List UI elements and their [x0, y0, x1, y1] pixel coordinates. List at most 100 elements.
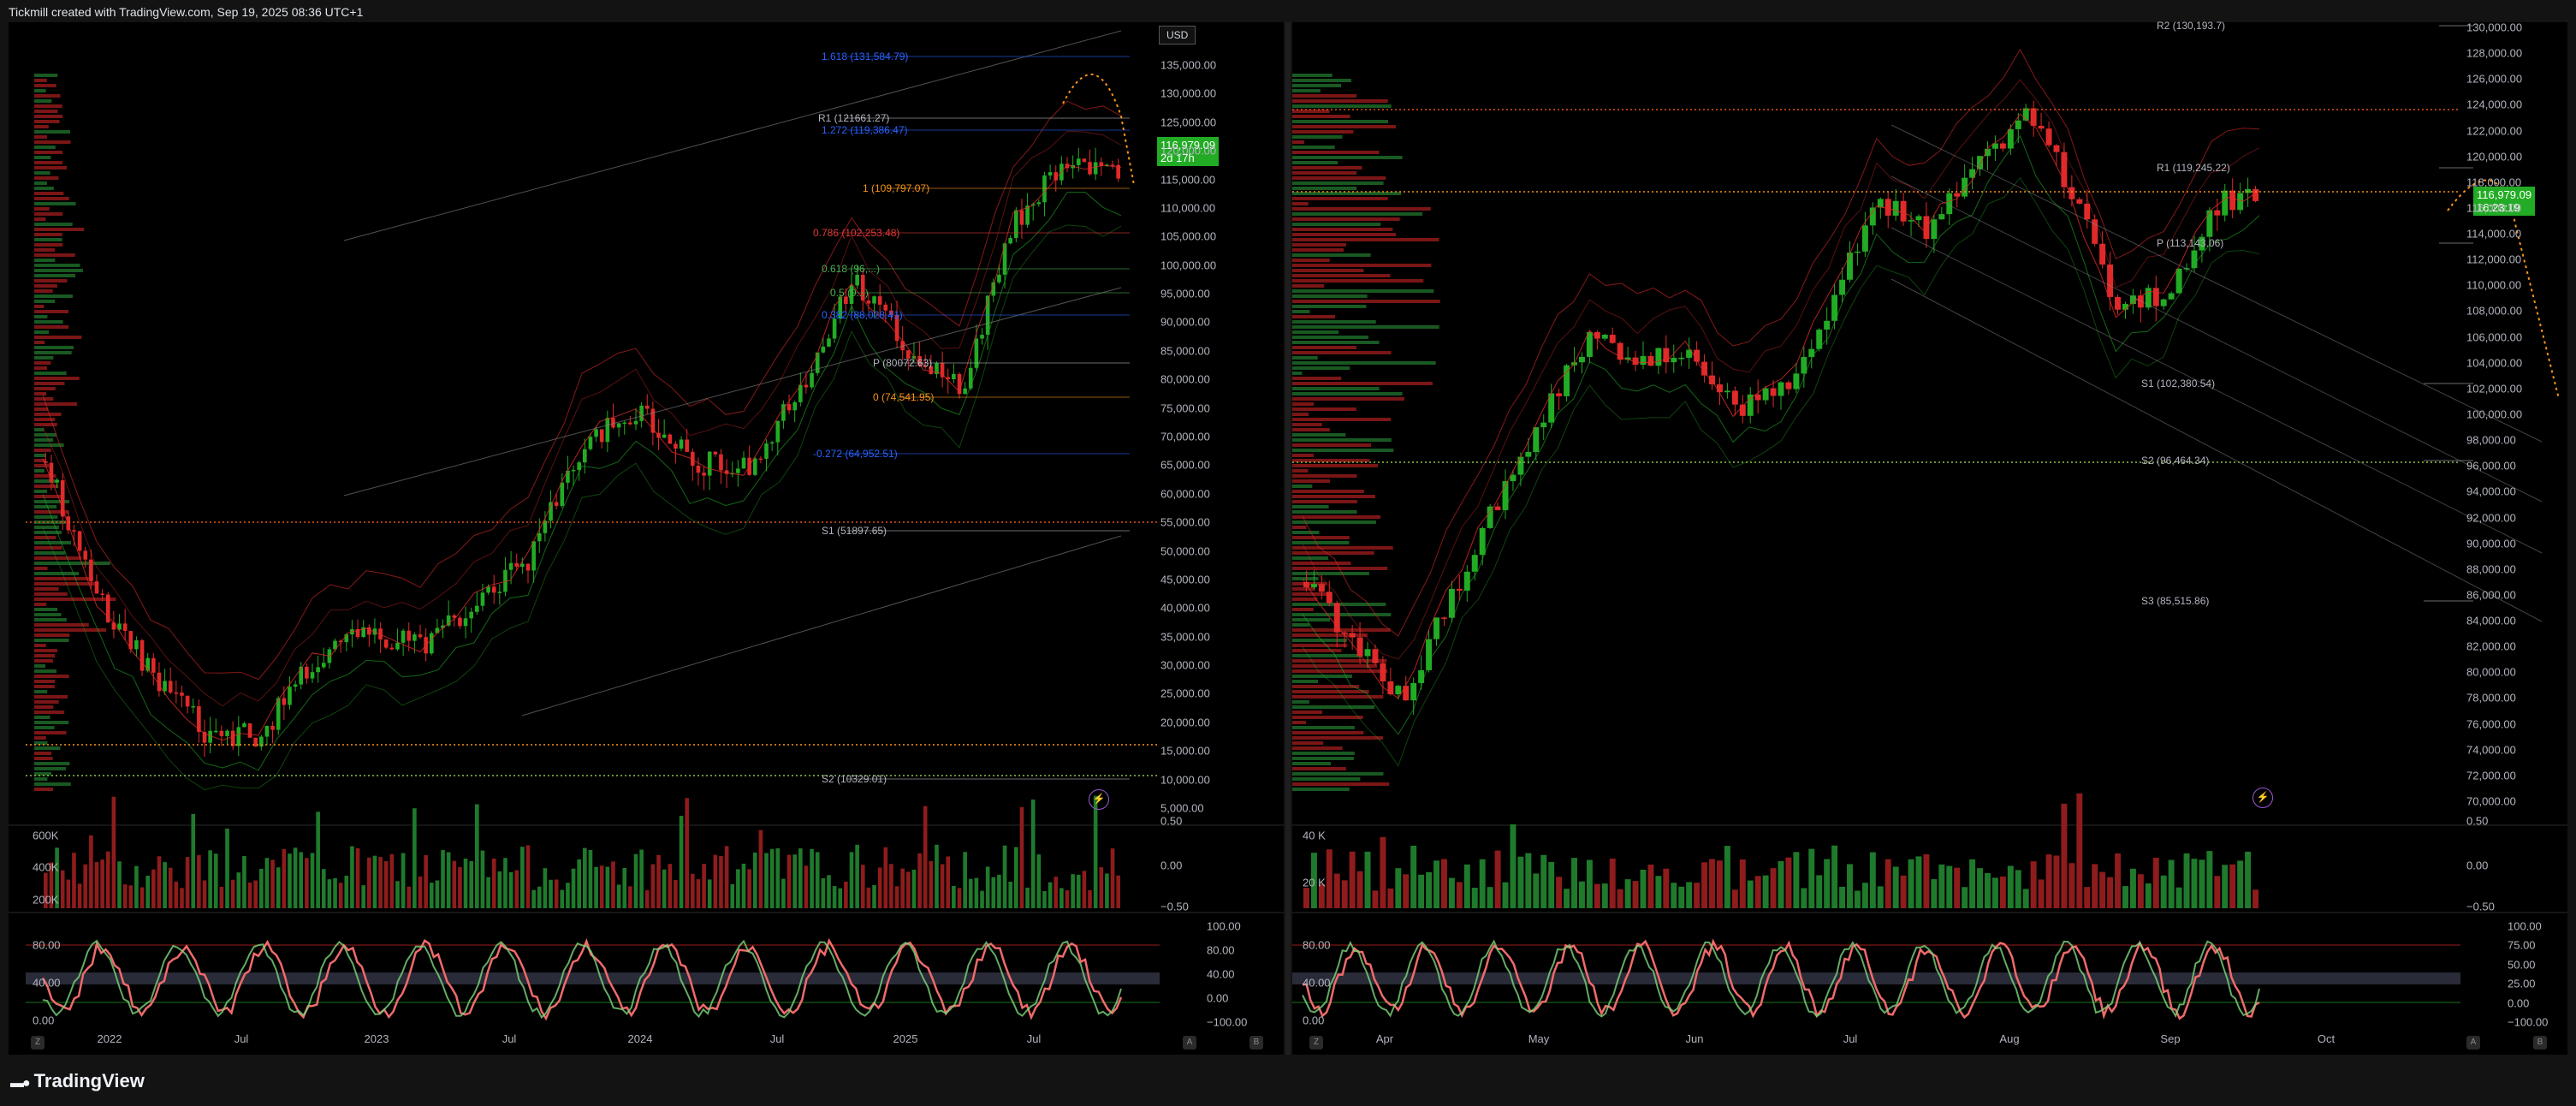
volume-bar: [105, 851, 110, 908]
volume-profile-bar: [1292, 387, 1380, 390]
volume-bar: [83, 864, 88, 908]
volume-profile-bar: [1292, 166, 1362, 169]
volume-bar: [900, 868, 905, 908]
volume-profile-bar: [34, 736, 46, 740]
scroll-start-button[interactable]: Z: [31, 1036, 45, 1050]
volume-bar: [1977, 868, 1984, 908]
volume-profile-bar: [34, 469, 45, 473]
volume-bar: [860, 865, 865, 908]
volume-bar: [1601, 883, 1608, 908]
volume-profile-bar: [1292, 690, 1369, 693]
volume-profile-bar: [1292, 469, 1309, 473]
candle-body: [571, 469, 576, 472]
volume-scale-label: 200K: [33, 893, 59, 907]
weekly-chart-pane[interactable]: USD 116,979.09 2d 17h ⚡ Z A B 135,000.00…: [9, 22, 1284, 1055]
volume-profile-bar: [34, 392, 47, 395]
scroll-start-button[interactable]: Z: [1309, 1036, 1323, 1050]
candle-body: [1517, 456, 1524, 475]
price-scale-label: 110,000.00: [2466, 278, 2522, 292]
price-scale-label: 10,000.00: [1160, 773, 1210, 787]
candle-body: [1985, 148, 1991, 157]
weekly-chart-canvas[interactable]: [9, 22, 1284, 1055]
volume-scale-label: 20 K: [1303, 876, 1326, 889]
volume-profile-bar: [1292, 320, 1376, 324]
candle-body: [1110, 164, 1115, 166]
daily-chart-pane[interactable]: 116,979.09 16:23:19 ⚡ Z A B 130,000.00 12…: [1292, 20, 2567, 1055]
tradingview-logo[interactable]: ▬● TradingView: [10, 1070, 145, 1092]
volume-bar: [1578, 881, 1585, 908]
auto-scale-button[interactable]: A: [2466, 1036, 2480, 1050]
volume-bar: [662, 869, 667, 908]
volume-profile-bar: [1292, 618, 1331, 621]
candle-body: [741, 457, 746, 469]
scale-mode-button[interactable]: B: [2533, 1036, 2547, 1050]
volume-profile-bar: [1292, 310, 1310, 313]
volume-profile-bar: [34, 721, 69, 724]
volume-bar: [1946, 865, 1953, 908]
volume-profile-bar: [1292, 94, 1357, 98]
candle-body: [1663, 348, 1670, 363]
volume-profile-bar: [34, 464, 50, 467]
candle-body: [219, 730, 224, 736]
candle-body: [1025, 205, 1030, 225]
volume-bar: [276, 867, 281, 908]
candle-body: [633, 420, 638, 425]
candle-body: [1310, 584, 1317, 588]
daily-chart-canvas[interactable]: [1292, 22, 2567, 1055]
price-scale-label: 55,000.00: [1160, 515, 1210, 529]
volume-bar: [696, 879, 701, 908]
volume-bar: [463, 858, 468, 908]
candle-body: [1962, 177, 1968, 197]
volume-bar: [577, 859, 581, 908]
candle-body: [1048, 172, 1053, 175]
volume-bar: [911, 869, 917, 908]
volume-bar: [1985, 873, 1991, 908]
candle-body: [2199, 236, 2205, 251]
candle-body: [827, 338, 831, 347]
auto-scale-button[interactable]: A: [1183, 1036, 1196, 1050]
time-scale-label: Jun: [1685, 1032, 1704, 1045]
volume-bar: [270, 859, 275, 908]
volume-profile-bar: [34, 238, 62, 241]
volume-profile-bar: [34, 89, 46, 92]
candle-body: [1540, 422, 1547, 428]
volume-bar: [355, 847, 360, 908]
volume-bar: [486, 877, 490, 908]
volume-bar: [230, 879, 235, 908]
volume-bar: [1678, 886, 1685, 908]
volume-profile-bar: [34, 428, 45, 431]
candle-body: [1479, 527, 1486, 556]
volume-profile-bar: [34, 577, 93, 580]
volume-bar: [225, 828, 229, 908]
volume-profile-bar: [34, 613, 62, 616]
pane-divider[interactable]: [1285, 22, 1291, 1055]
candle-body: [1093, 162, 1098, 175]
volume-profile-bar: [1292, 146, 1335, 149]
candle-body: [628, 422, 632, 425]
volume-bar: [213, 853, 218, 908]
candle-body: [197, 705, 201, 732]
volume-profile-bar: [1292, 490, 1364, 493]
candle-body: [1647, 355, 1654, 366]
candle-body: [174, 692, 179, 694]
lightning-icon[interactable]: ⚡: [1089, 789, 1109, 810]
volume-profile-bar: [34, 644, 46, 647]
volume-scale-label: 40 K: [1303, 829, 1326, 842]
candle-body: [242, 723, 246, 728]
currency-selector[interactable]: USD: [1159, 26, 1196, 45]
volume-bar: [1694, 883, 1701, 908]
volume-bar: [49, 862, 54, 908]
price-scale-label: 105,000.00: [1160, 229, 1217, 243]
candle-body: [2222, 190, 2229, 216]
candle-body: [1410, 682, 1417, 701]
volume-profile-bar: [34, 284, 58, 288]
volume-bar: [2237, 860, 2244, 908]
candle-body: [940, 363, 945, 378]
candle-body: [1793, 373, 1800, 389]
volume-profile-bar: [1292, 418, 1392, 421]
scale-mode-button[interactable]: B: [1249, 1036, 1263, 1050]
candle-body: [383, 639, 389, 648]
candle-body: [1448, 588, 1455, 618]
lightning-icon[interactable]: ⚡: [2253, 788, 2273, 808]
candle-body: [1671, 358, 1677, 363]
